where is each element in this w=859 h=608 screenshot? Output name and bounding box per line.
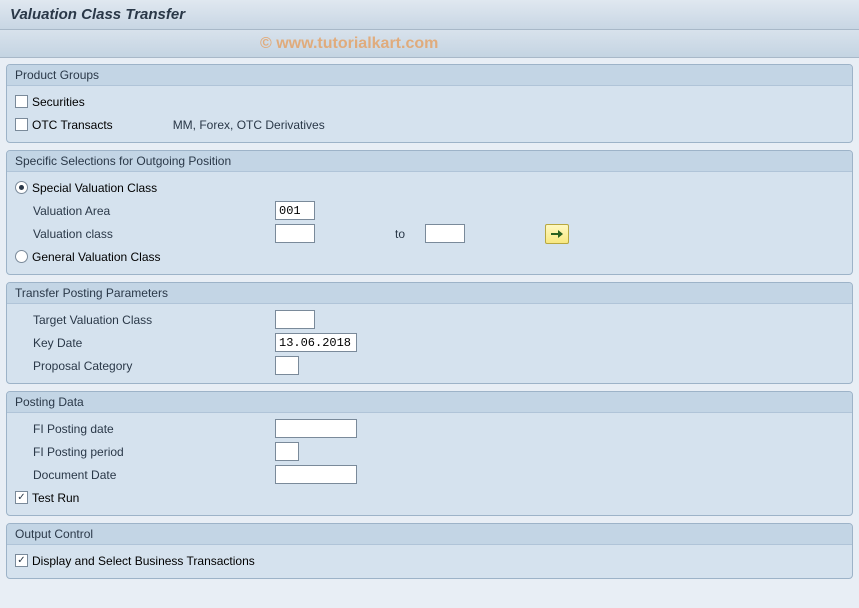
test-run-label: Test Run	[32, 491, 79, 505]
general-valuation-label: General Valuation Class	[32, 250, 161, 264]
display-select-checkbox[interactable]: ✓	[15, 554, 28, 567]
target-class-label: Target Valuation Class	[15, 313, 275, 327]
valuation-class-to-input[interactable]	[425, 224, 465, 243]
arrow-right-icon	[551, 229, 563, 239]
valuation-area-label: Valuation Area	[15, 204, 275, 218]
fi-posting-period-label: FI Posting period	[15, 445, 275, 459]
page-title: Valuation Class Transfer	[10, 6, 185, 23]
multiple-selection-button[interactable]	[545, 224, 569, 244]
title-bar: Valuation Class Transfer	[0, 0, 859, 30]
toolbar: © www.tutorialkart.com	[0, 30, 859, 58]
output-control-panel: Output Control ✓ Display and Select Busi…	[6, 523, 853, 579]
specific-selections-title: Specific Selections for Outgoing Positio…	[7, 151, 852, 172]
specific-selections-panel: Specific Selections for Outgoing Positio…	[6, 150, 853, 275]
fi-posting-period-input[interactable]	[275, 442, 299, 461]
special-valuation-radio[interactable]	[15, 181, 28, 194]
test-run-checkbox[interactable]: ✓	[15, 491, 28, 504]
otc-label: OTC Transacts	[32, 118, 113, 132]
display-select-label: Display and Select Business Transactions	[32, 554, 255, 568]
transfer-parameters-title: Transfer Posting Parameters	[7, 283, 852, 304]
otc-desc: MM, Forex, OTC Derivatives	[173, 118, 325, 132]
content-area: Product Groups Securities OTC Transacts …	[0, 58, 859, 592]
otc-checkbox[interactable]	[15, 118, 28, 131]
key-date-input[interactable]	[275, 333, 357, 352]
product-groups-panel: Product Groups Securities OTC Transacts …	[6, 64, 853, 143]
valuation-class-from-input[interactable]	[275, 224, 315, 243]
proposal-category-input[interactable]	[275, 356, 299, 375]
output-control-title: Output Control	[7, 524, 852, 545]
document-date-input[interactable]	[275, 465, 357, 484]
valuation-class-label: Valuation class	[15, 227, 275, 241]
valuation-area-input[interactable]	[275, 201, 315, 220]
watermark: © www.tutorialkart.com	[260, 35, 438, 53]
target-class-input[interactable]	[275, 310, 315, 329]
general-valuation-radio[interactable]	[15, 250, 28, 263]
securities-label: Securities	[32, 95, 85, 109]
key-date-label: Key Date	[15, 336, 275, 350]
posting-data-panel: Posting Data FI Posting date FI Posting …	[6, 391, 853, 516]
proposal-category-label: Proposal Category	[15, 359, 275, 373]
fi-posting-date-input[interactable]	[275, 419, 357, 438]
transfer-parameters-panel: Transfer Posting Parameters Target Valua…	[6, 282, 853, 384]
fi-posting-date-label: FI Posting date	[15, 422, 275, 436]
securities-checkbox[interactable]	[15, 95, 28, 108]
product-groups-title: Product Groups	[7, 65, 852, 86]
document-date-label: Document Date	[15, 468, 275, 482]
special-valuation-label: Special Valuation Class	[32, 181, 157, 195]
to-label: to	[395, 227, 405, 241]
posting-data-title: Posting Data	[7, 392, 852, 413]
